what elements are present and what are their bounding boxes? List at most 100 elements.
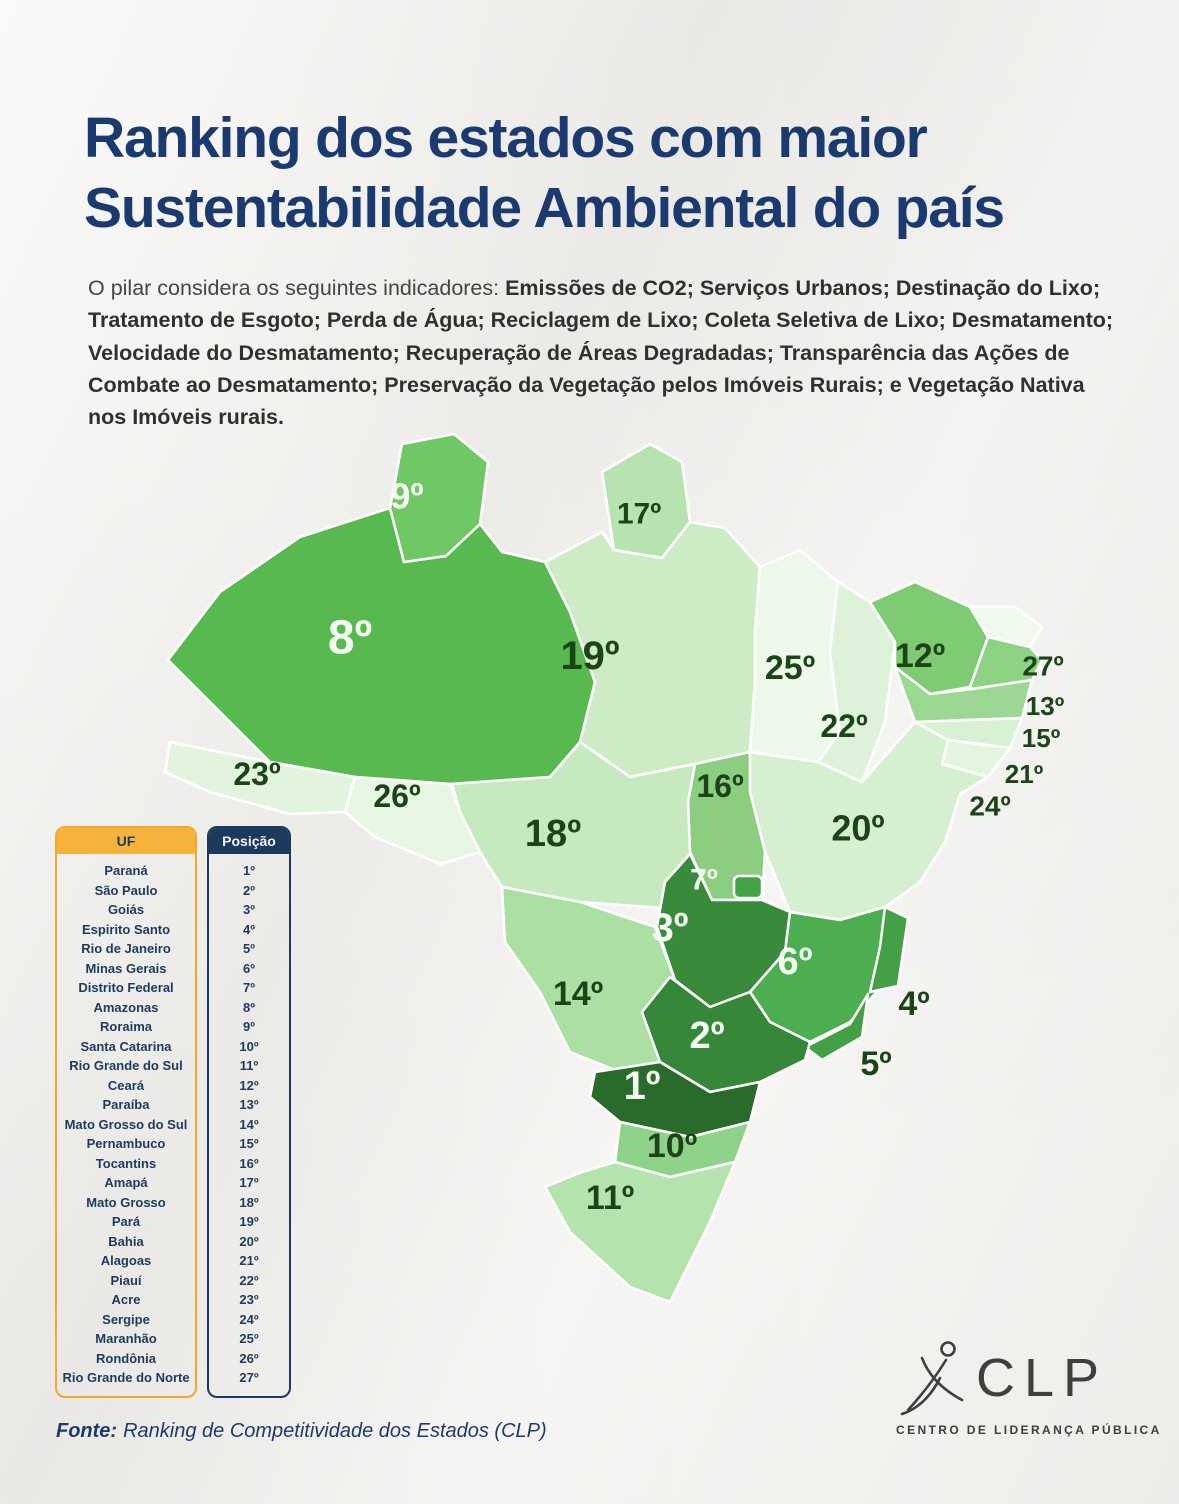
map-rank-label-pa: 19º [560,634,619,678]
table-row-position: 12º [239,1077,259,1093]
state-rondonia [343,775,482,866]
table-row-uf: Roraima [99,1019,153,1034]
map-rank-label-pb: 13º [1026,691,1065,721]
state-distrito-federal [732,874,764,900]
map-rank-label-rr: 9º [390,476,423,517]
map-rank-label-ac: 23º [233,756,281,792]
map-rank-label-pe: 15º [1022,723,1061,753]
table-row-uf: Pará [111,1214,141,1229]
table-row-uf: Tocantins [95,1155,157,1171]
source-text: Ranking de Competitividade dos Estados (… [123,1420,547,1442]
table-row-position: 11º [239,1058,259,1073]
map-rank-label-es: 4º [898,985,929,1023]
table-row-position: 27º [239,1370,259,1385]
state-bahia [748,720,990,922]
map-rank-label-am: 8º [328,612,372,665]
map-rank-label-mg: 6º [777,941,812,983]
table-row-position: 4º [243,921,255,937]
table-uf-column: UF Paraná São Paulo Goiás Espirito Santo Rio… [55,826,197,1398]
clp-logo: CLP CENTRO DE LIDERANÇA PÚBLICA [896,1338,1162,1437]
map-rank-label-rs: 11º [586,1179,634,1217]
table-row-uf: Santa Catarina [80,1038,172,1054]
clp-logo-subtitle: CENTRO DE LIDERANÇA PÚBLICA [896,1423,1162,1437]
pos-column-body: 1º 2º 3º 4º 5º 6º 7º 8º 9º 10º 11º 12º 13º 14º 15º 16º 1… [209,854,289,1396]
map-rank-label-rn: 27º [1022,651,1063,682]
map-rank-label-sp: 2º [689,1015,724,1057]
table-uf-header: UF [57,828,195,854]
table-row-uf: Rio Grande do Sul [69,1058,183,1073]
state-rio-grande-do-sul [543,1160,737,1304]
description-intro: O pilar considera os seguintes indicador… [88,276,506,300]
map-rank-label-df: 7º [690,864,718,897]
table-row-uf: Alagoas [100,1253,152,1268]
table-row-uf: Amazonas [93,999,159,1015]
map-rank-label-pr: 1º [624,1064,661,1108]
table-row-position: 1º [243,863,255,878]
map-rank-label-to: 16º [696,768,744,804]
table-row-uf: Sergipe [102,1311,150,1327]
table-row-uf: Acre [111,1292,141,1307]
table-row-position: 10º [239,1038,259,1054]
table-row-uf: Goiás [107,902,145,917]
map-rank-label-mt: 18º [525,813,581,855]
map-rank-label-rj: 5º [860,1045,891,1083]
clp-logo-mark: CLP [900,1341,1108,1416]
table-row-uf: Bahia [108,1233,144,1249]
map-rank-label-al: 21º [1005,759,1044,789]
person-figure-icon [900,1341,964,1416]
map-rank-label-ce: 12º [895,637,945,675]
map-rank-label-ms: 14º [553,975,603,1013]
table-row-uf: Rio Grande do Norte [62,1370,190,1385]
table-row-uf: Ceará [107,1077,145,1093]
state-amazonas [166,506,597,786]
table-row-uf: Piauí [110,1272,142,1288]
table-row-uf: Pernambuco [86,1136,166,1151]
table-row-position: 14º [239,1116,259,1132]
source-note: Fonte: Ranking de Competitividade dos Est… [56,1420,547,1443]
table-row-position: 16º [239,1155,259,1171]
map-rank-label-ap: 17º [617,498,661,531]
state-acre [163,740,357,816]
table-row-position: 25º [239,1331,259,1346]
table-row-position: 24º [239,1311,259,1327]
table-row-uf: São Paulo [94,882,158,898]
state-espirito-santo [868,905,910,994]
table-row-position: 18º [239,1194,259,1210]
table-row-uf: Rondônia [96,1350,156,1366]
table-row-uf: Maranhão [95,1331,157,1346]
description-paragraph: O pilar considera os seguintes indicador… [88,272,1120,433]
table-row-uf: Amapá [104,1175,148,1190]
table-row-position: 19º [239,1214,259,1229]
table-row-position: 21º [239,1253,259,1268]
table-row-position: 20º [239,1233,259,1249]
table-row-position: 23º [239,1292,259,1307]
state-rio-de-janeiro [803,992,870,1062]
table-row-position: 15º [239,1136,259,1151]
page-title: Ranking dos estados com maior Sustentabi… [84,104,1104,243]
brazil-map: 9º 17º 8º 19º 25º 22º 12º 27º 13º 15º 21º 24º 20º 16º… [150,430,1100,1320]
table-row-position: 9º [243,1019,255,1034]
table-row-position: 26º [239,1350,259,1366]
uf-column-body: Paraná São Paulo Goiás Espirito Santo Rio de… [57,854,195,1396]
state-roraima [388,432,490,564]
table-position-header: Posição [209,828,289,854]
map-rank-label-se: 24º [969,791,1010,822]
page-title-line1: Ranking dos estados com maior [84,106,928,170]
table-row-uf: Espirito Santo [81,921,171,937]
page-title-line2: Sustentabilidade Ambiental do país [84,175,1005,240]
description-indicators: Emissões de CO2; Serviços Urbanos; Desti… [88,276,1114,429]
table-row-position: 17º [239,1175,259,1190]
table-row-uf: Mato Grosso [86,1194,166,1210]
table-row-position: 5º [243,941,255,956]
table-row-uf: Paraná [104,863,148,878]
map-rank-label-sc: 10º [647,1127,697,1165]
map-rank-label-go: 3º [652,906,689,950]
clp-logo-text: CLP [976,1348,1108,1408]
table-row-uf: Rio de Janeiro [81,941,171,956]
table-row-uf: Minas Gerais [85,960,167,976]
table-position-column: Posição 1º 2º 3º 4º 5º 6º 7º 8º 9º 10º 11º 12º 13º 14… [207,826,291,1398]
map-rank-label-ma: 25º [765,649,815,687]
state-sao-paulo [640,975,812,1094]
table-row-position: 3º [243,902,255,917]
